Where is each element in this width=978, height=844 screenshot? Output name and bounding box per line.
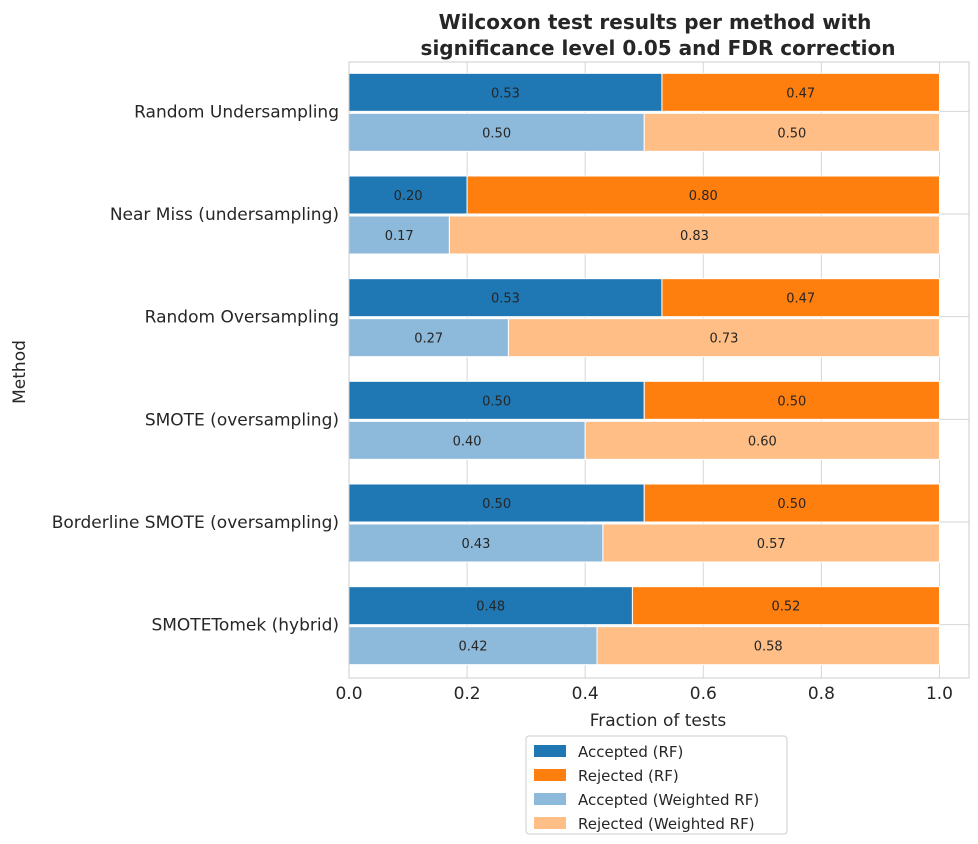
data-label-accepted-rf: 0.48 <box>476 600 505 615</box>
x-tick-label: 0.2 <box>454 684 481 704</box>
bar-rejected-rf <box>631 586 940 626</box>
data-label-rejected-rf: 0.47 <box>786 86 815 101</box>
data-label-rejected-weighted-rf: 0.73 <box>709 332 738 347</box>
y-tick-label: Near Miss (undersampling) <box>110 205 339 225</box>
data-label-accepted-rf: 0.50 <box>482 394 511 409</box>
bar-rejected-weighted-rf <box>448 215 940 255</box>
bar-accepted-weighted-rf <box>348 215 450 255</box>
legend-label: Rejected (Weighted RF) <box>578 815 755 833</box>
bar-accepted-rf <box>348 175 468 215</box>
x-tick-label: 0.0 <box>335 684 362 704</box>
axes-frame <box>348 61 970 679</box>
legend-frame <box>525 735 788 835</box>
x-axis-label: Fraction of tests <box>590 711 727 731</box>
data-label-rejected-rf: 0.50 <box>777 394 806 409</box>
bar-rejected-rf <box>643 483 940 523</box>
bar-rejected-weighted-rf <box>596 626 940 666</box>
bar-rejected-rf <box>466 175 940 215</box>
bar-rejected-weighted-rf <box>507 318 940 358</box>
data-label-rejected-rf: 0.80 <box>689 189 718 204</box>
y-tick-label: SMOTETomek (hybrid) <box>151 616 339 636</box>
bar-accepted-weighted-rf <box>348 420 586 460</box>
y-tick-label: Random Undersampling <box>134 102 339 122</box>
x-tick-label: 0.4 <box>572 684 599 704</box>
bar-rejected-weighted-rf <box>643 112 940 152</box>
data-label-accepted-rf: 0.50 <box>482 497 511 512</box>
data-label-rejected-rf: 0.50 <box>777 497 806 512</box>
data-label-rejected-weighted-rf: 0.58 <box>754 640 783 655</box>
bar-accepted-rf <box>348 380 645 420</box>
bar-rejected-weighted-rf <box>602 523 940 563</box>
bar-accepted-rf <box>348 278 663 318</box>
data-label-accepted-rf: 0.20 <box>394 189 423 204</box>
legend-label: Rejected (RF) <box>578 767 679 785</box>
legend-label: Accepted (RF) <box>578 743 683 761</box>
bar-accepted-rf <box>348 586 633 626</box>
data-label-accepted-weighted-rf: 0.27 <box>414 332 443 347</box>
legend: Accepted (RF) Rejected (RF) Accepted (Weig… <box>525 735 788 835</box>
data-label-rejected-weighted-rf: 0.50 <box>777 126 806 141</box>
data-label-rejected-weighted-rf: 0.83 <box>680 229 709 244</box>
chart-title-line-1: Wilcoxon test results per method with <box>439 10 872 34</box>
bar-rejected-weighted-rf <box>584 420 940 460</box>
data-label-accepted-weighted-rf: 0.43 <box>461 537 490 552</box>
bar-accepted-weighted-rf <box>348 112 645 152</box>
data-label-accepted-weighted-rf: 0.17 <box>385 229 414 244</box>
bar-accepted-rf <box>348 72 663 112</box>
data-label-accepted-weighted-rf: 0.40 <box>453 434 482 449</box>
legend-swatch <box>534 793 566 805</box>
chart-title-line-2: significance level 0.05 and FDR correcti… <box>421 36 896 60</box>
plot-area: 0.53 0.47 0.50 0.50 0.20 0.80 0.17 0.83 0.53 0.47… <box>52 61 970 704</box>
x-tick-label: 0.6 <box>690 684 717 704</box>
legend-swatch <box>534 745 566 757</box>
bar-rejected-rf <box>661 72 940 112</box>
y-tick-label: SMOTE (oversampling) <box>145 410 339 430</box>
data-label-accepted-rf: 0.53 <box>491 86 520 101</box>
x-tick-label: 0.8 <box>808 684 835 704</box>
bar-rejected-rf <box>661 278 940 318</box>
data-label-accepted-weighted-rf: 0.50 <box>482 126 511 141</box>
x-tick-label: 1.0 <box>926 684 953 704</box>
data-label-accepted-weighted-rf: 0.42 <box>459 640 488 655</box>
legend-swatch <box>534 817 566 829</box>
legend-swatch <box>534 769 566 781</box>
y-tick-label: Random Oversampling <box>145 308 339 328</box>
bar-rejected-rf <box>643 380 940 420</box>
bar-accepted-weighted-rf <box>348 318 509 358</box>
y-axis-label: Method <box>10 340 30 404</box>
data-label-rejected-weighted-rf: 0.57 <box>757 537 786 552</box>
data-label-rejected-weighted-rf: 0.60 <box>748 434 777 449</box>
legend-label: Accepted (Weighted RF) <box>578 791 759 809</box>
data-label-rejected-rf: 0.47 <box>786 292 815 307</box>
data-label-rejected-rf: 0.52 <box>771 600 800 615</box>
data-label-accepted-rf: 0.53 <box>491 292 520 307</box>
bar-accepted-rf <box>348 483 645 523</box>
y-tick-label: Borderline SMOTE (oversampling) <box>52 513 339 533</box>
